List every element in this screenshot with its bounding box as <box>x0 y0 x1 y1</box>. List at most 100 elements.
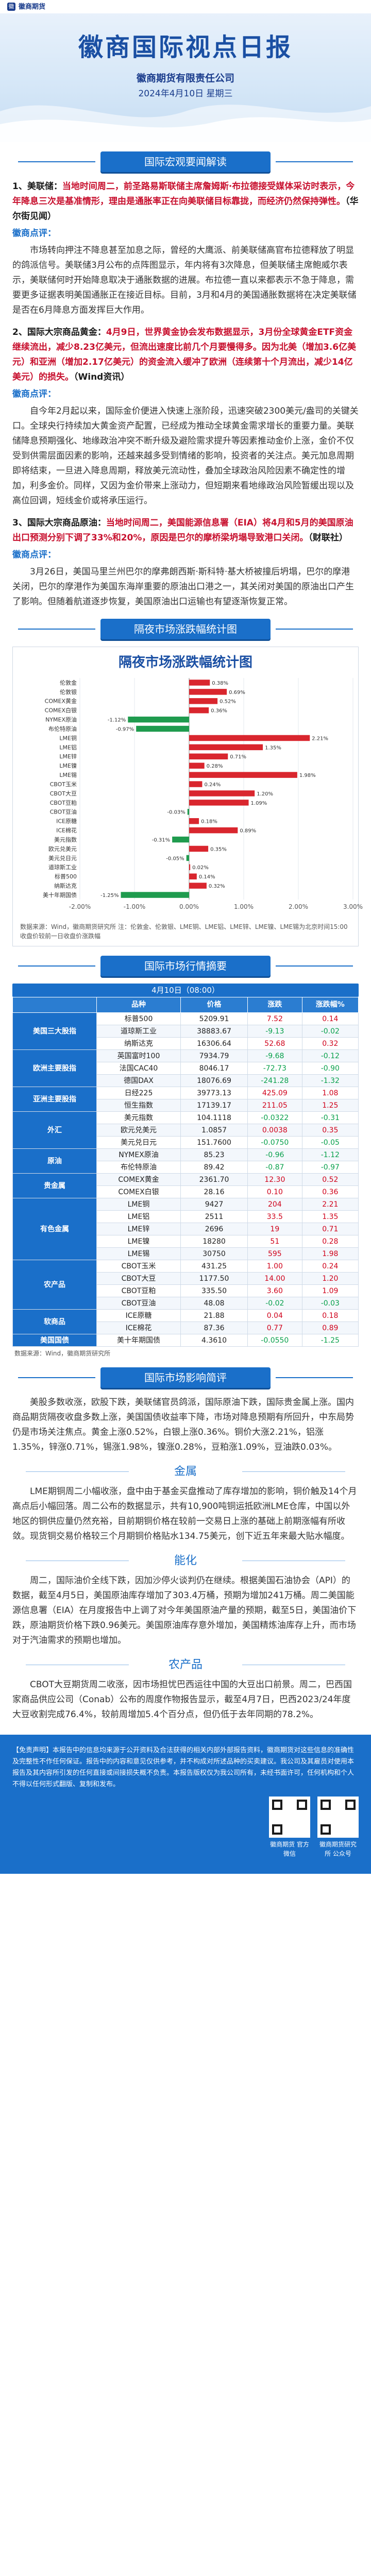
table-cell: 52.68 <box>247 1037 302 1050</box>
table-cell: 2.21 <box>301 1198 359 1211</box>
x-tick-label: -2.00% <box>69 903 91 910</box>
table-cell: 4.3610 <box>180 1334 248 1347</box>
table-row: 亚洲主要股指 日经225 39773.13 425.09 1.08 <box>12 1087 359 1112</box>
chart-bar <box>189 883 207 889</box>
report-date: 2024年4月10日 星期三 <box>138 89 233 99</box>
table-header-cell: 涨跌 <box>247 997 302 1013</box>
table-row: 布伦特原油 89.42 -0.87 -0.97 <box>13 1161 359 1174</box>
qr-research-account[interactable]: 徽商期货研究所 公众号 <box>317 1797 359 1858</box>
table-cell: 布伦特原油 <box>96 1161 181 1174</box>
table-cell: 0.24 <box>301 1260 359 1273</box>
x-tick-label: -1.00% <box>124 903 145 910</box>
table-cell: 3.60 <box>247 1284 302 1297</box>
table-group-label: 贵金属 <box>12 1173 97 1198</box>
chart-source-note: 数据来源：Wind，徽商期货研究所 注：伦敦金、伦敦银、LME铜、LME铝、LM… <box>20 923 348 940</box>
table-cell: -0.02 <box>301 1025 359 1038</box>
table-group-label: 美国国债 <box>12 1334 97 1347</box>
table-cell: 18076.69 <box>180 1074 248 1087</box>
table-cell: 12.30 <box>247 1173 302 1186</box>
table-cell: 21.88 <box>180 1309 248 1322</box>
qr-code-icon <box>317 1797 359 1838</box>
table-cell: -1.32 <box>301 1074 359 1087</box>
brand-logo: 徽 徽商期货 <box>7 2 45 12</box>
chart-bar <box>189 873 197 879</box>
table-row: CBOT豆粕 335.50 3.60 1.09 <box>13 1284 359 1297</box>
qr-official-wechat[interactable]: 徽商期货 官方微信 <box>269 1797 310 1858</box>
x-tick-label: 0.00% <box>179 903 199 910</box>
table-cell: 8046.17 <box>180 1062 248 1075</box>
review-body: 自今年2月起以来，国际金价便进入快速上涨阶段，迅速突破2300美元/盎司的关键关… <box>12 406 359 506</box>
table-row: 有色金属 LME铜 9427 204 2.21 <box>12 1198 359 1260</box>
chart-bar <box>186 855 189 861</box>
chart-bar <box>189 864 191 871</box>
table-cell: 1.0857 <box>180 1124 248 1137</box>
table-row: 原油 NYMEX原油 85.23 -0.96 -1.12 <box>12 1148 359 1174</box>
chart-bar <box>189 818 199 824</box>
qr-code-icon <box>269 1797 310 1838</box>
data-label: 0.38% <box>212 681 228 686</box>
table-cell: -0.0750 <box>247 1136 302 1149</box>
table-row: LME镍 18280 51 0.28 <box>13 1235 359 1248</box>
table-cell: LME锌 <box>96 1223 181 1235</box>
category-label: CBOT玉米 <box>50 781 77 788</box>
table-cell: 5209.91 <box>180 1012 248 1025</box>
table-cell: 87.36 <box>180 1321 248 1334</box>
table-header-cell <box>12 997 97 1013</box>
footer: 【免责声明】本报告中的信息均来源于公开资料及合法获得的相关内部外部报告资料，徽商… <box>0 1735 371 1874</box>
chart-bar <box>189 800 249 806</box>
table-row: 纳斯达克 16306.64 52.68 0.32 <box>13 1037 359 1050</box>
table-cell: ICE棉花 <box>96 1321 181 1334</box>
category-label: 美元指数 <box>54 836 77 843</box>
data-label: -0.31% <box>152 837 170 843</box>
table-group-label: 有色金属 <box>12 1198 97 1260</box>
chart-bar <box>189 698 218 704</box>
impact-energy: 周二，国际油价全线下跌，因加沙停火谈判仍在继续。根据美国石油协会（API）的数据… <box>12 1575 357 1646</box>
table-cell: 美十年期国债 <box>96 1334 181 1347</box>
table-cell: 18280 <box>180 1235 248 1248</box>
table-cell: -241.28 <box>247 1074 302 1087</box>
market-table-header: 品种 价格 涨跌 涨跌幅% <box>12 997 359 1013</box>
table-cell: 425.09 <box>247 1087 302 1099</box>
table-cell: 335.50 <box>180 1284 248 1297</box>
table-group-label: 农产品 <box>12 1260 97 1310</box>
category-label: LME镍 <box>59 762 77 769</box>
table-cell: 0.10 <box>247 1185 302 1198</box>
category-label: LME铝 <box>59 743 77 751</box>
table-cell: 0.32 <box>301 1037 359 1050</box>
section-header-market: 国际市场行情摘要 <box>18 956 353 976</box>
table-row: 美国国债 美十年期国债 4.3610 -0.0550 -1.25 <box>12 1334 359 1347</box>
brand-name: 徽商期货 <box>19 3 46 11</box>
table-cell: -1.25 <box>301 1334 359 1347</box>
table-row: LME铝 2511 33.5 1.35 <box>13 1210 359 1223</box>
table-cell: 1.35 <box>301 1210 359 1223</box>
data-label: -0.97% <box>116 726 134 732</box>
chart-bar <box>189 772 297 778</box>
table-cell: 1.00 <box>247 1260 302 1273</box>
market-table-wrap: 4月10日（08:00） 品种 价格 涨跌 涨跌幅% 美国三大股指 标普500 5209.… <box>12 984 359 1358</box>
category-label: LME锌 <box>59 753 77 760</box>
chart-bar <box>187 809 189 815</box>
news-item: 3、国际大宗商品原油：当地时间周二，美国能源信息署（EIA）将4月和5月的美国原… <box>12 516 359 609</box>
data-label: 0.02% <box>192 865 209 871</box>
review-label: 徽商点评： <box>12 550 56 560</box>
chart-bar <box>189 845 209 852</box>
chart-bar <box>189 827 238 834</box>
table-cell: 7.52 <box>247 1012 302 1025</box>
table-row: 欧洲主要股指 英国富时100 7934.79 -9.68 -0.12 <box>12 1049 359 1087</box>
market-date: 4月10日（08:00） <box>12 984 359 997</box>
table-cell: 38883.67 <box>180 1025 248 1038</box>
table-cell: 美元指数 <box>96 1111 181 1124</box>
table-cell: -0.97 <box>301 1161 359 1174</box>
review-body: 3月26日，美国马里兰州巴尔的摩弗朗西斯·斯科特·基大桥被撞后坍塌，巴尔的摩港关… <box>12 567 354 607</box>
table-cell: 法国CAC40 <box>96 1062 181 1075</box>
market-footnote: 数据来源：Wind，徽商期货研究所 <box>14 1350 111 1357</box>
chart-bar <box>189 781 203 787</box>
data-label: 0.69% <box>229 690 245 696</box>
data-label: 0.32% <box>209 884 225 889</box>
category-label: 纳斯达克 <box>54 883 77 889</box>
category-label: 标普500 <box>55 873 77 880</box>
chart-bar <box>172 836 189 843</box>
table-cell: -72.73 <box>247 1062 302 1075</box>
table-cell: 204 <box>247 1198 302 1211</box>
banner: 徽商国际视点日报 徽商期货有限责任公司 2024年4月10日 星期三 <box>0 13 371 142</box>
